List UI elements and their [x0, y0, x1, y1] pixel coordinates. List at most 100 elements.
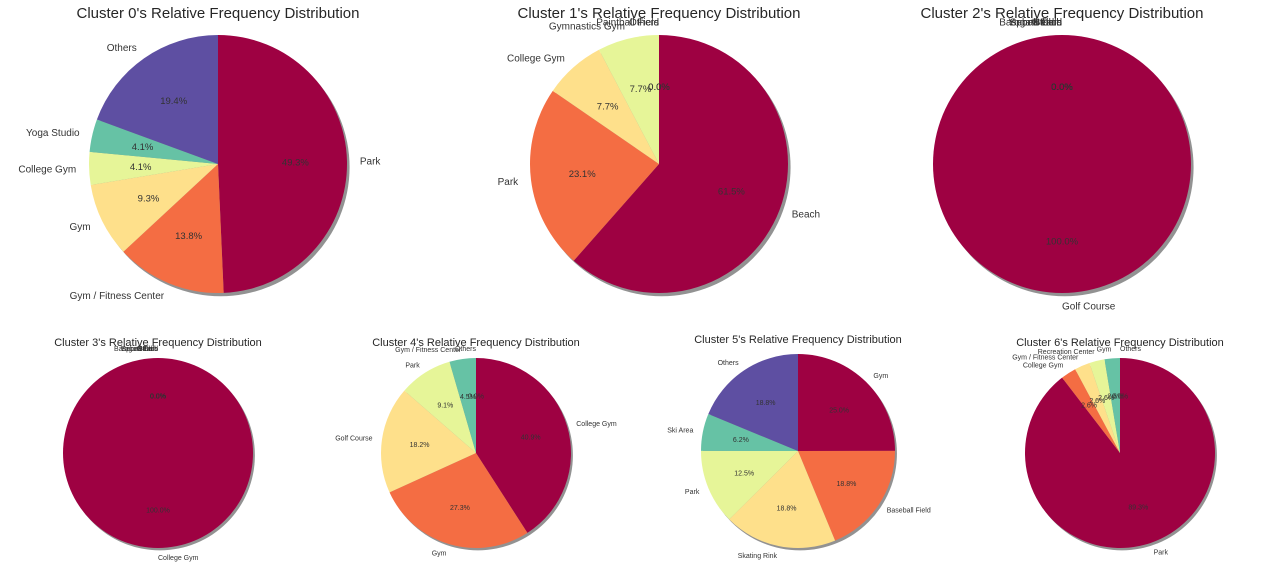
slice-label-college-gym: College Gym — [576, 421, 617, 428]
slice-percent-yoga-studio: 0.0% — [150, 393, 166, 400]
pie-slice-recreation-center — [1089, 359, 1120, 453]
slice-percent-ski-area: 6.2% — [733, 437, 749, 444]
pie-slice-golf-course — [381, 390, 476, 493]
slice-label-others: Others — [455, 346, 477, 353]
slice-percent-gym-fitness-center: 2.6% — [1089, 398, 1105, 405]
pie-chart-cluster-0: Cluster 0's Relative Frequency Distribut… — [18, 5, 381, 302]
slice-label-baseball-field: Baseball Field — [887, 508, 931, 515]
slice-label-gymnastics-gym: Gymnastics Gym — [549, 22, 625, 33]
pie-slice-gym-fitness-center — [1075, 363, 1120, 453]
pie-slice-park — [1025, 358, 1215, 549]
slice-percent-others: 0.0% — [648, 82, 670, 93]
pie-chart-cluster-1: Cluster 1's Relative Frequency Distribut… — [498, 5, 820, 297]
slice-percent-others: 19.4% — [160, 96, 187, 107]
chart-title-cluster-0: Cluster 0's Relative Frequency Distribut… — [77, 5, 360, 22]
slice-label-sports-club: Sports Club — [1010, 18, 1063, 29]
slice-label-college-gym: College Gym — [507, 53, 565, 64]
slice-percent-others: 18.8% — [756, 400, 776, 407]
slice-label-yoga-studio: Yoga Studio — [121, 346, 159, 353]
slice-percent-college-gym: 100.0% — [146, 507, 170, 514]
pie-chart-cluster-4: Cluster 4's Relative Frequency Distribut… — [335, 337, 617, 558]
slice-percent-beach: 0.0% — [1051, 82, 1073, 93]
slice-label-college-gym: College Gym — [18, 164, 76, 175]
slice-label-paintball-field: Paintball Field — [596, 18, 659, 29]
slice-label-baseball-field: Baseball Field — [999, 18, 1062, 29]
slice-label-others: Others — [137, 346, 159, 353]
pie-slice-others — [96, 35, 218, 164]
slice-label-yoga-studio: Yoga Studio — [1008, 18, 1062, 29]
slice-percent-park: 89.3% — [1128, 504, 1148, 511]
pie-slice-college-gym — [476, 358, 571, 533]
slice-percent-others: 0.0% — [1112, 393, 1128, 400]
chart-title-cluster-5: Cluster 5's Relative Frequency Distribut… — [694, 334, 902, 346]
slice-label-others: Others — [107, 43, 137, 54]
slice-percent-sports-club: 0.0% — [150, 393, 166, 400]
pie-slice-beach — [573, 35, 788, 293]
slice-label-park: Park — [360, 156, 382, 167]
pie-slice-college-gym — [89, 151, 218, 185]
slice-percent-park: 23.1% — [569, 169, 596, 180]
pie-slice-park — [218, 35, 347, 293]
slice-percent-park: 49.3% — [282, 158, 309, 169]
slice-label-gym: Gym — [1097, 346, 1112, 353]
slice-percent-gym: 27.3% — [450, 505, 470, 512]
chart-title-cluster-4: Cluster 4's Relative Frequency Distribut… — [372, 337, 580, 349]
slice-label-baseball-field: Baseball Field — [114, 346, 158, 353]
slice-label-gym-fitness-center: Gym / Fitness Center — [1012, 355, 1079, 362]
slice-label-gym-fitness-center: Gym / Fitness Center — [395, 347, 462, 354]
slice-percent-gym: 25.0% — [829, 407, 849, 414]
pie-slice-park — [701, 450, 798, 520]
slice-percent-recreation-center: 2.6% — [1098, 395, 1114, 402]
slice-label-park: Park — [405, 362, 420, 369]
pie-chart-cluster-5: Cluster 5's Relative Frequency Distribut… — [667, 334, 931, 560]
pie-slice-skating-rink — [729, 451, 836, 549]
slice-label-sports-club: Sports Club — [121, 346, 158, 353]
pie-slice-gym-fitness-center — [449, 358, 476, 453]
pie-slice-college-gym — [1062, 369, 1120, 453]
slice-percent-others: 0.0% — [150, 393, 166, 400]
slice-label-gym: Gym — [432, 551, 447, 558]
slice-percent-gym: 9.3% — [138, 193, 160, 204]
slice-label-recreation-center: Recreation Center — [1038, 349, 1095, 356]
slice-percent-skating-rink: 18.8% — [777, 506, 797, 513]
pie-chart-cluster-2: Cluster 2's Relative Frequency Distribut… — [921, 5, 1204, 312]
slice-label-others: Others — [1120, 346, 1142, 353]
pie-slice-gym — [1104, 358, 1120, 453]
slice-percent-gymnastics-gym: 7.7% — [630, 84, 652, 95]
slice-label-others: Others — [1032, 18, 1062, 29]
slice-percent-park: 12.5% — [734, 471, 754, 478]
pie-slice-park — [404, 361, 476, 453]
slice-percent-yoga-studio: 4.1% — [132, 142, 154, 153]
slice-percent-sports-club: 0.0% — [1051, 82, 1073, 93]
pie-slice-gym — [389, 453, 528, 548]
slice-label-others: Others — [718, 360, 740, 367]
slice-percent-others: 0.0% — [1051, 82, 1073, 93]
slice-label-gym-fitness-center: Gym / Fitness Center — [70, 291, 165, 302]
slice-label-beach: Beach — [138, 346, 158, 353]
slice-percent-beach: 61.5% — [718, 187, 745, 198]
pie-slice-gymnastics-gym — [598, 35, 659, 164]
pie-slice-yoga-studio — [89, 119, 218, 164]
pie-slice-college-gym — [63, 358, 253, 548]
chart-title-cluster-1: Cluster 1's Relative Frequency Distribut… — [518, 5, 801, 22]
slice-label-park: Park — [498, 177, 520, 188]
slice-label-golf-course: Golf Course — [1062, 301, 1116, 312]
pie-slice-gym-fitness-center — [123, 164, 224, 293]
slice-label-park: Park — [1154, 549, 1169, 556]
slice-percent-gym: 2.6% — [1107, 394, 1123, 401]
slice-percent-park: 9.1% — [437, 402, 453, 409]
pie-chart-cluster-6: Cluster 6's Relative Frequency Distribut… — [1012, 337, 1224, 556]
slice-label-golf-course: Golf Course — [335, 435, 372, 442]
slice-percent-baseball-field: 18.8% — [836, 481, 856, 488]
slice-percent-golf-course: 18.2% — [410, 442, 430, 449]
slice-label-park: Park — [685, 489, 700, 496]
slice-percent-baseball-field: 0.0% — [1051, 82, 1073, 93]
slice-label-beach: Beach — [792, 210, 820, 221]
pie-slice-park — [530, 90, 659, 261]
slice-percent-college-gym: 2.6% — [1081, 403, 1097, 410]
slice-percent-paintball-field: 0.0% — [648, 82, 670, 93]
pie-slice-baseball-field — [798, 450, 896, 541]
slice-label-gym: Gym — [873, 373, 888, 380]
pie-slice-gym — [798, 354, 895, 451]
